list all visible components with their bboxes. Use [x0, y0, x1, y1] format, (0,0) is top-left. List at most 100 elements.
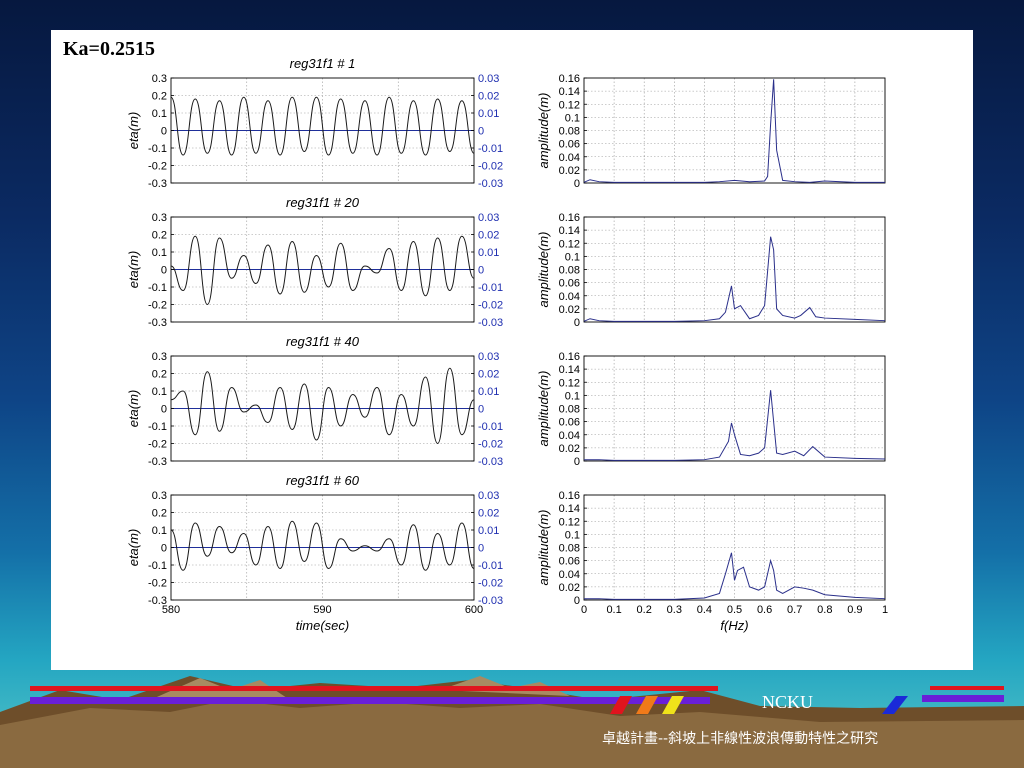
y-tick-label: 0 [574, 595, 580, 607]
y2-tick-label: 0.03 [478, 490, 499, 502]
slide-title: Ka=0.2515 [63, 38, 155, 60]
y-tick-label: 0.12 [559, 238, 580, 250]
y-tick-label: -0.2 [148, 300, 167, 312]
y2-tick-label: 0.02 [478, 91, 499, 103]
y-tick-label: 0.16 [559, 490, 580, 502]
y-tick-label: 0.3 [152, 212, 167, 224]
y-tick-label: 0.2 [152, 230, 167, 242]
x-tick-label: 0.4 [697, 604, 712, 616]
y-tick-label: 0.02 [559, 304, 580, 316]
y-tick-label: 0.1 [565, 251, 580, 263]
y-tick-label: -0.1 [148, 560, 167, 572]
y-tick-label: 0 [574, 317, 580, 329]
y-axis-label: eta(m) [126, 390, 141, 428]
y-tick-label: 0.04 [559, 291, 580, 303]
y2-tick-label: -0.01 [478, 143, 503, 155]
subplot-title: reg31f1 # 60 [286, 473, 360, 488]
y-tick-label: 0 [574, 456, 580, 468]
y-tick-label: 0.1 [152, 525, 167, 537]
y2-tick-label: -0.02 [478, 439, 503, 451]
spectrum-plot: 00.020.040.060.08 0.10.120.140.16 amplitud… [536, 351, 886, 468]
x-tick-label: 0 [581, 604, 587, 616]
y-tick-label: 0.1 [152, 247, 167, 259]
y-tick-label: -0.3 [148, 317, 167, 329]
x-tick-label: 0.8 [817, 604, 832, 616]
y-tick-label: 0.16 [559, 351, 580, 363]
amplitude-spectrum-line [583, 236, 886, 322]
y2-tick-label: -0.03 [478, 317, 503, 329]
y-tick-label: 0.04 [559, 152, 580, 164]
wave-elevation-line [170, 367, 475, 445]
y-tick-label: 0.3 [152, 73, 167, 85]
y2-tick-label: 0 [478, 265, 484, 277]
y-tick-label: 0.12 [559, 99, 580, 111]
spectrum-plot: 00.020.040.060.080.10.120.140.160 0.1 0.2 0… [536, 490, 888, 633]
y2-tick-label: 0.01 [478, 386, 499, 398]
y2-tick-label: 0.01 [478, 247, 499, 259]
spectrum-plot: 00.020.040.060.08 0.10.120.140.16 amplitud… [536, 212, 886, 329]
y-tick-label: 0.08 [559, 126, 580, 138]
y2-tick-label: -0.03 [478, 178, 503, 190]
y-tick-label: 0.04 [559, 430, 580, 442]
y-tick-label: -0.3 [148, 178, 167, 190]
y2-tick-label: 0 [478, 126, 484, 138]
y-tick-label: 0.14 [559, 503, 580, 515]
amplitude-spectrum-line [584, 390, 886, 461]
y-tick-label: -0.2 [148, 161, 167, 173]
x-tick-label: 1 [882, 604, 888, 616]
y-tick-label: 0.14 [559, 225, 580, 237]
y-tick-label: 0 [161, 265, 167, 277]
y-tick-label: 0.1 [152, 108, 167, 120]
y-tick-label: 0.02 [559, 165, 580, 177]
x-tick-label: 0.5 [727, 604, 742, 616]
time-series-plot: -0.3 -0.2 -0.1 0 0.1 0.2 0.3 -0.03 -0.02 -0.01 0 0.… [126, 334, 503, 468]
y-tick-label: 0.1 [565, 529, 580, 541]
spectrum-plot: 00.020.040.060.08 0.10.120.140.16 amplitud… [536, 73, 886, 190]
y-tick-label: 0.06 [559, 417, 580, 429]
y-tick-label: -0.1 [148, 421, 167, 433]
x-tick-label: 580 [162, 604, 180, 616]
y2-tick-label: 0.03 [478, 73, 499, 85]
y-axis-label: amplitude(m) [536, 510, 551, 586]
slide-panel [51, 30, 973, 670]
y2-tick-label: 0.02 [478, 230, 499, 242]
y2-tick-label: -0.01 [478, 421, 503, 433]
y-tick-label: 0.12 [559, 516, 580, 528]
x-axis-label: time(sec) [296, 618, 349, 633]
wave-elevation-line [170, 520, 475, 571]
y-axis-label: amplitude(m) [536, 93, 551, 169]
y-axis-label: eta(m) [126, 251, 141, 289]
y-axis-label: amplitude(m) [536, 232, 551, 308]
y-tick-label: 0.1 [565, 390, 580, 402]
time-series-plot: -0.3 -0.2 -0.1 0 0.1 0.2 0.3 -0.03 -0.02 -0.01 0 0.… [126, 473, 503, 633]
x-tick-label: 0.6 [757, 604, 772, 616]
subplot-title: reg31f1 # 1 [290, 56, 356, 71]
y-tick-label: 0 [161, 126, 167, 138]
y-tick-label: 0.08 [559, 543, 580, 555]
y-tick-label: 0.02 [559, 582, 580, 594]
y2-tick-label: -0.03 [478, 595, 503, 607]
footer-caption: 卓越計畫--斜坡上非線性波浪傳動特性之研究 [602, 731, 879, 747]
y-tick-label: 0.2 [152, 369, 167, 381]
x-tick-label: 0.1 [606, 604, 621, 616]
x-tick-label: 0.9 [847, 604, 862, 616]
y-tick-label: 0 [574, 178, 580, 190]
subplot-title: reg31f1 # 40 [286, 334, 360, 349]
x-tick-label: 600 [465, 604, 483, 616]
y-tick-label: -0.2 [148, 578, 167, 590]
x-tick-label: 590 [313, 604, 331, 616]
y-tick-label: 0.08 [559, 265, 580, 277]
y-tick-label: 0 [161, 543, 167, 555]
y-tick-label: 0.04 [559, 569, 580, 581]
y2-tick-label: 0 [478, 543, 484, 555]
y-axis-label: eta(m) [126, 112, 141, 150]
y-tick-label: 0 [161, 404, 167, 416]
y2-tick-label: 0 [478, 404, 484, 416]
y-tick-label: 0.3 [152, 490, 167, 502]
y2-tick-label: 0.01 [478, 108, 499, 120]
y-tick-label: 0.14 [559, 86, 580, 98]
y-tick-label: 0.1 [152, 386, 167, 398]
x-tick-label: 0.3 [667, 604, 682, 616]
footer-mark: NCKU [762, 692, 814, 712]
y-tick-label: 0.06 [559, 556, 580, 568]
